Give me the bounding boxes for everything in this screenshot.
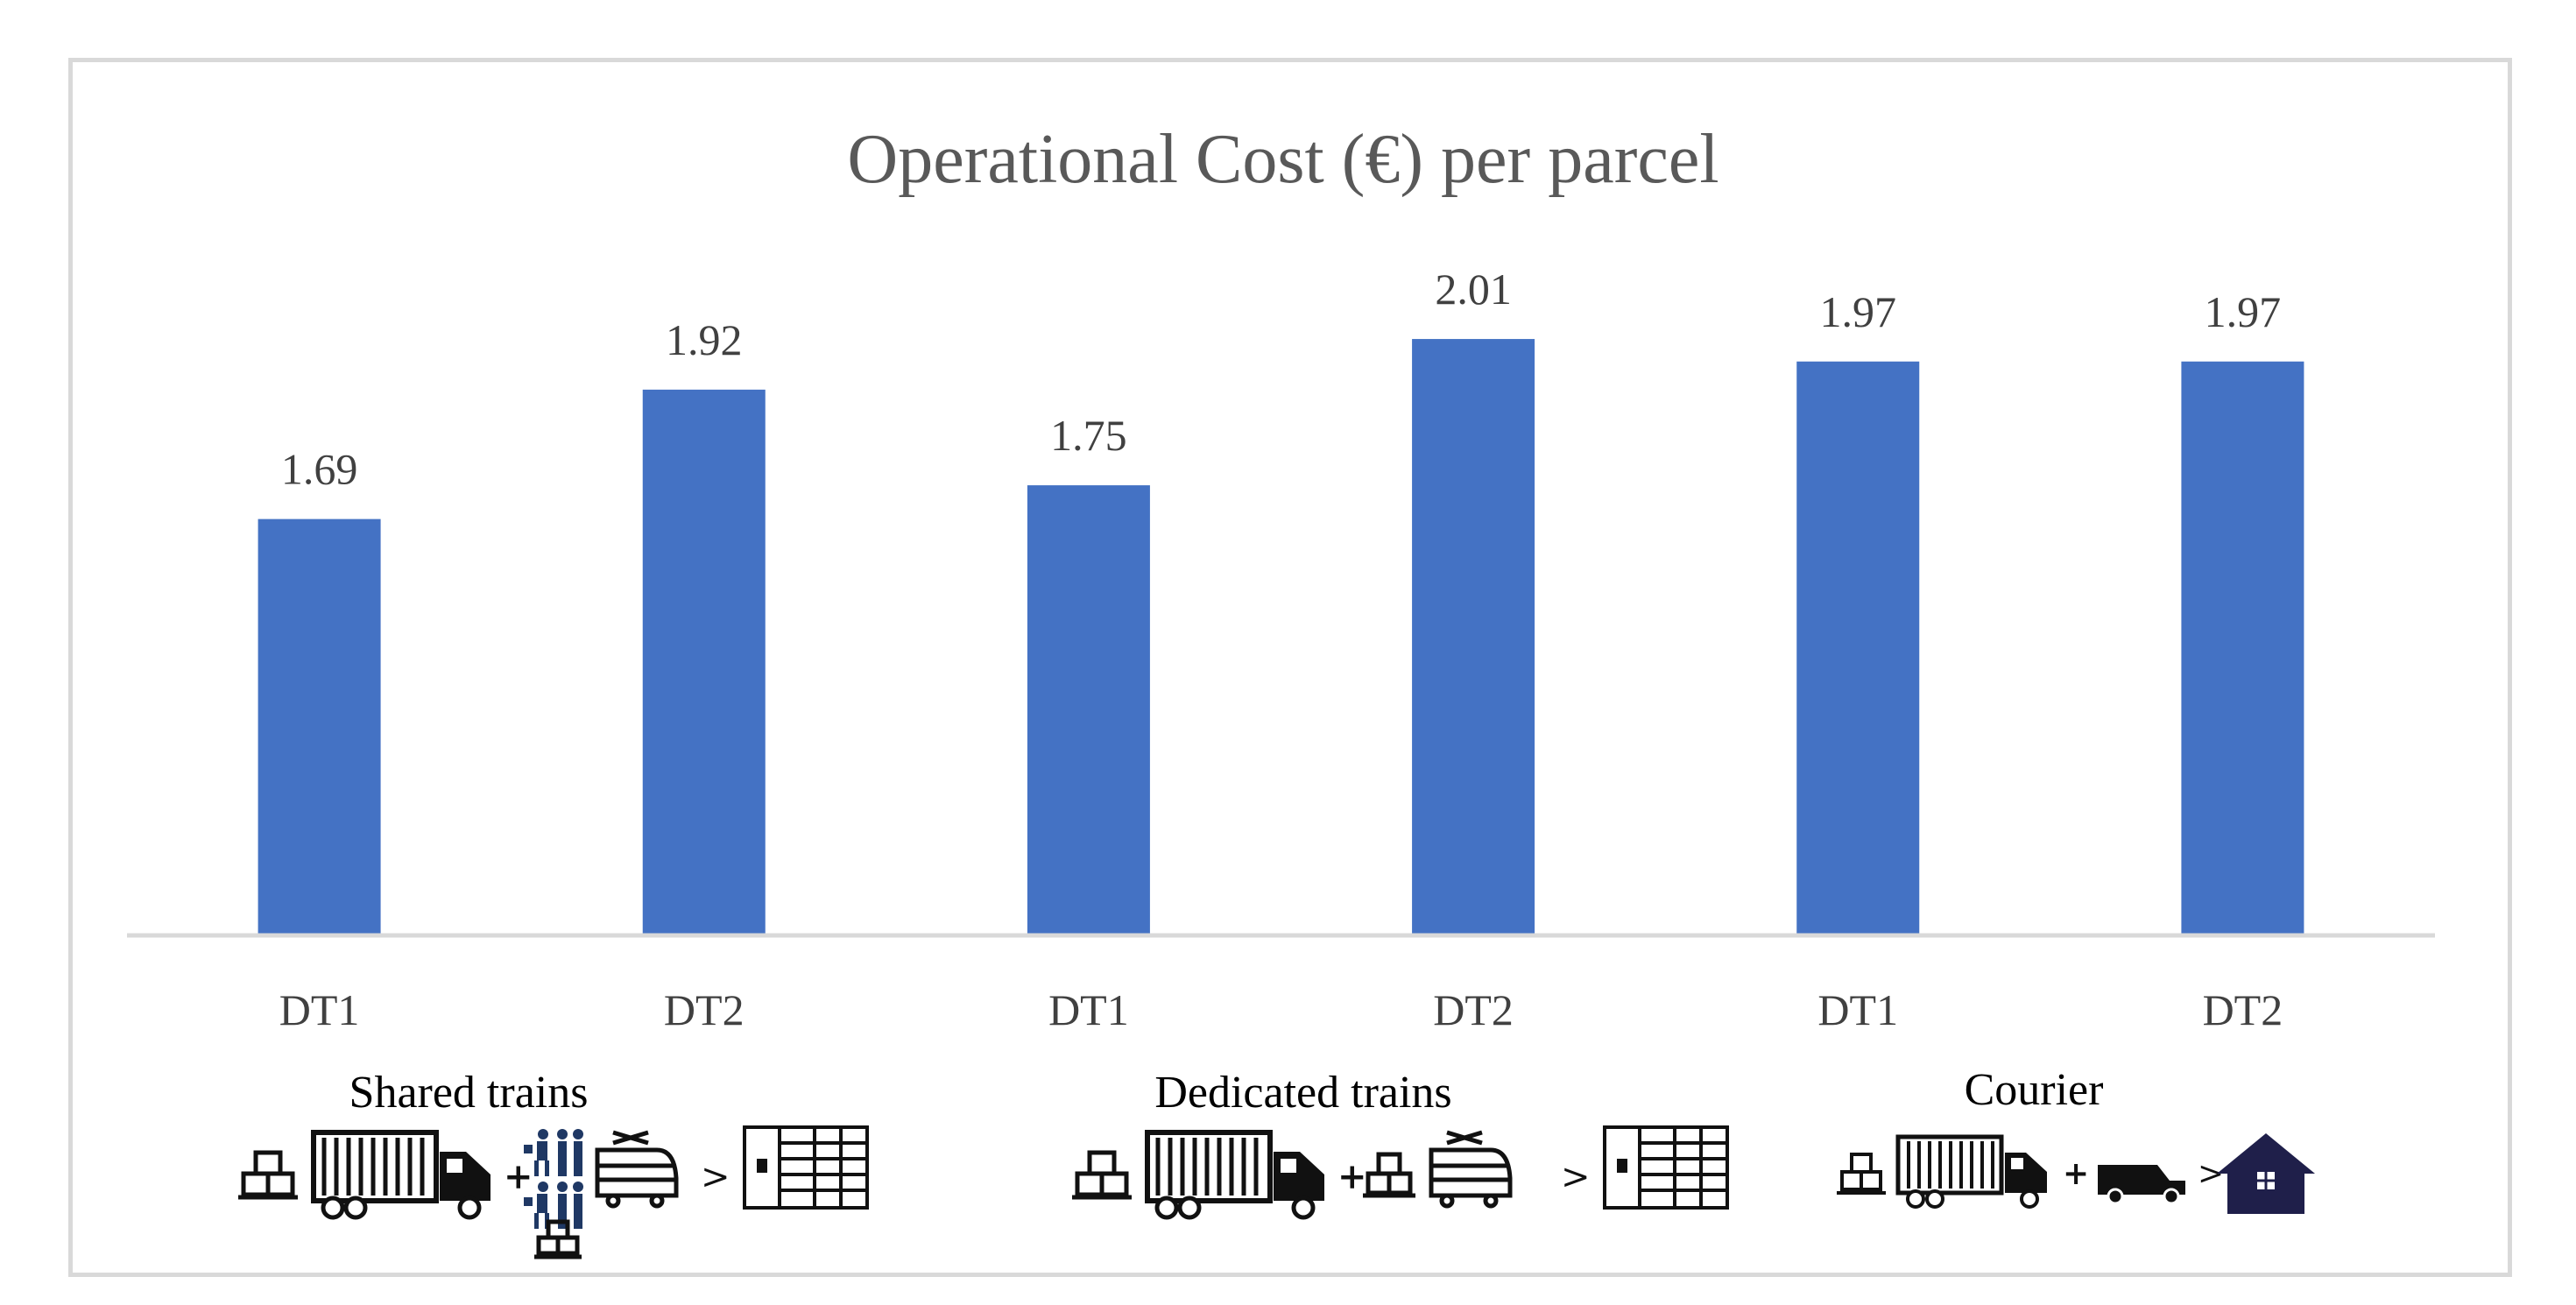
greater-than-icon: > — [1561, 1157, 1591, 1197]
boxes-icon — [238, 1150, 298, 1200]
data-label-4: 2.01 — [1435, 265, 1512, 314]
plus-icon: + — [2063, 1155, 2089, 1192]
van-icon — [2098, 1165, 2185, 1205]
data-label-2: 1.92 — [666, 315, 743, 364]
data-label-5: 1.97 — [1820, 287, 1897, 336]
boxes-icon — [1837, 1153, 1886, 1195]
x-tick-label-2: DT2 — [664, 985, 745, 1034]
bar-4 — [1412, 339, 1535, 935]
data-label-6: 1.97 — [2205, 287, 2282, 336]
boxes-icon — [1072, 1150, 1132, 1200]
bar-1 — [258, 518, 381, 935]
plus-icon: + — [504, 1156, 533, 1197]
walkers-icon — [524, 1129, 583, 1229]
truck-icon — [1895, 1134, 2047, 1209]
boxes-icon — [1363, 1152, 1415, 1198]
boxes-icon — [534, 1219, 582, 1259]
x-tick-label-6: DT2 — [2203, 985, 2283, 1034]
plus-icon: + — [1337, 1156, 1367, 1197]
dedicated-trains-icons: + > — [1072, 1125, 1729, 1220]
group-label-courier: Courier — [1964, 1065, 2104, 1115]
chart-frame — [68, 58, 2512, 1277]
x-tick-labels: DT1 DT2 DT1 DT2 DT1 DT2 — [279, 985, 2283, 1034]
group-label-dedicated-trains: Dedicated trains — [1154, 1068, 1452, 1118]
data-label-1: 1.69 — [281, 445, 358, 494]
x-tick-label-5: DT1 — [1817, 985, 1898, 1034]
truck-icon — [1145, 1130, 1324, 1220]
greater-than-icon: > — [701, 1157, 730, 1197]
locker-icon — [743, 1125, 869, 1210]
courier-icons: + > — [1837, 1133, 2315, 1214]
tram-icon — [1429, 1130, 1513, 1209]
x-tick-label-3: DT1 — [1048, 985, 1129, 1034]
bar-series: 1.69 1.92 1.75 2.01 1.97 1.97 — [258, 265, 2304, 935]
locker-icon — [1603, 1125, 1729, 1210]
truck-icon — [311, 1130, 490, 1220]
x-tick-label-1: DT1 — [279, 985, 360, 1034]
bar-5 — [1796, 361, 1920, 935]
group-label-shared-trains: Shared trains — [349, 1068, 589, 1118]
shared-trains-icons: + > — [238, 1125, 869, 1259]
data-label-3: 1.75 — [1050, 411, 1127, 460]
x-tick-label-4: DT2 — [1433, 985, 1514, 1034]
tram-icon — [595, 1130, 679, 1209]
greater-than-icon: > — [2198, 1156, 2224, 1192]
bar-3 — [1027, 485, 1150, 935]
bar-2 — [642, 389, 766, 935]
chart-title: Operational Cost (€) per parcel — [847, 121, 1719, 198]
bar-6 — [2181, 361, 2304, 935]
house-icon — [2217, 1133, 2315, 1214]
